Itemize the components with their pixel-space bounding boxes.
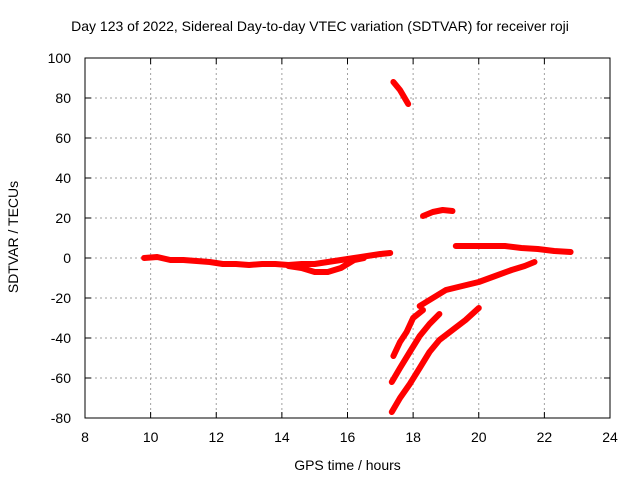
- y-axis-label: SDTVAR / TECUs: [5, 180, 21, 294]
- series-arc-mid: [420, 207, 456, 219]
- x-tick-label: 8: [81, 429, 89, 445]
- x-tick-label: 12: [208, 429, 224, 445]
- series-arc-descent-4: [388, 305, 482, 415]
- x-tick-label: 16: [340, 429, 356, 445]
- chart-title: Day 123 of 2022, Sidereal Day-to-day VTE…: [71, 18, 569, 34]
- axis-ticks: 8 10 12 14 16 18 20 22 24 -80 -60 -40 -20 0 20 40 60 80 10…: [48, 50, 618, 445]
- y-tick-label: 20: [55, 210, 71, 226]
- x-tick-label: 18: [405, 429, 421, 445]
- series-arc-dip: [285, 255, 367, 275]
- x-axis-label: GPS time / hours: [294, 457, 401, 473]
- grid-lines: [85, 58, 610, 418]
- series-layer: [141, 79, 574, 415]
- y-tick-label: 0: [63, 250, 71, 266]
- y-tick-label: -80: [51, 410, 71, 426]
- y-tick-label: 40: [55, 170, 71, 186]
- y-tick-label: 80: [55, 90, 71, 106]
- series-arc-descent-2: [416, 259, 538, 309]
- y-tick-label: 100: [48, 50, 72, 66]
- x-tick-label: 20: [471, 429, 487, 445]
- y-tick-label: 60: [55, 130, 71, 146]
- y-tick-label: -20: [51, 290, 71, 306]
- x-tick-label: 22: [537, 429, 553, 445]
- series-arc-descent-3: [388, 311, 443, 385]
- y-tick-label: -40: [51, 330, 71, 346]
- y-tick-label: -60: [51, 370, 71, 386]
- x-tick-label: 14: [274, 429, 290, 445]
- x-tick-label: 24: [602, 429, 618, 445]
- series-arc-descent-1: [390, 307, 426, 359]
- series-arc-upper: [390, 79, 412, 107]
- series-arc-right: [452, 243, 574, 255]
- x-tick-label: 10: [143, 429, 159, 445]
